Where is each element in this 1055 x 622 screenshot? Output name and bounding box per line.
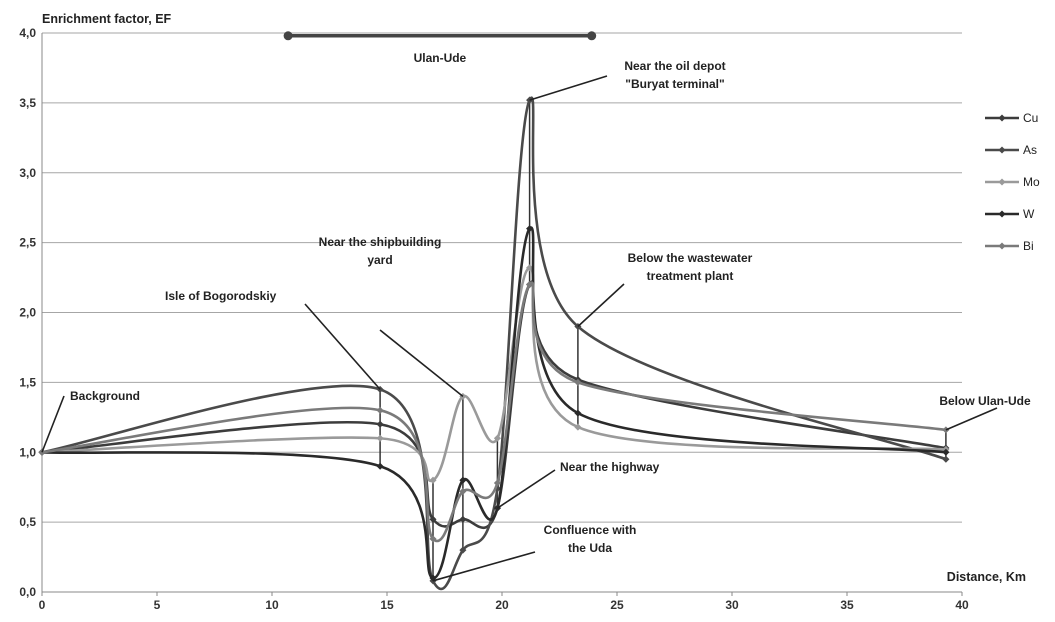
y-tick-label: 3,0 <box>19 166 36 180</box>
data-point-mo <box>574 423 582 431</box>
data-point-bi <box>459 487 467 495</box>
x-tick-label: 25 <box>610 598 624 612</box>
city-range-end <box>587 31 597 41</box>
data-point-w <box>942 448 950 456</box>
callout-line-text: treatment plant <box>647 269 734 283</box>
callout-line-text: Near the highway <box>560 460 660 474</box>
callout-line-below <box>945 407 998 431</box>
y-tick-label: 0,5 <box>19 515 36 529</box>
data-point-bi <box>493 479 501 487</box>
series-line-bi <box>41 281 947 543</box>
callout-line-text: Near the oil depot <box>624 59 725 73</box>
y-axis-title: Enrichment factor, EF <box>42 12 172 26</box>
data-point-mo <box>429 476 437 484</box>
grid-lines <box>42 32 962 593</box>
data-point-mo <box>493 434 501 442</box>
series-line-w <box>41 226 947 580</box>
x-tick-label: 20 <box>495 598 509 612</box>
legend-label-as: As <box>1023 143 1037 157</box>
callout-line-text: the Uda <box>568 541 612 555</box>
data-point-as <box>459 546 467 554</box>
callout-line-text: Near the shipbuilding <box>319 235 442 249</box>
y-tick-label: 3,5 <box>19 96 36 110</box>
data-point-bi <box>526 281 534 289</box>
callout-label-confluence: Confluence with the Uda <box>544 523 637 555</box>
series-lines <box>38 96 950 591</box>
x-tick-label: 30 <box>725 598 739 612</box>
y-tick-label: 1,0 <box>19 445 36 459</box>
legend-label-mo: Mo <box>1023 175 1040 189</box>
legend-marker-cu <box>998 114 1006 122</box>
callout-line-text: yard <box>367 253 392 267</box>
x-tick-label: 15 <box>380 598 394 612</box>
callout-label-oildepot: Near the oil depot "Buryat terminal" <box>624 59 725 91</box>
callout-label-shipyard: Near the shipbuilding yard <box>319 235 442 267</box>
data-point-w <box>574 409 582 417</box>
callout-line-text: Below Ulan-Ude <box>939 394 1031 408</box>
legend-marker-w <box>998 210 1006 218</box>
legend-marker-as <box>998 146 1006 154</box>
data-point-mo <box>376 434 384 442</box>
data-point-cu <box>376 420 384 428</box>
x-tick-label: 10 <box>265 598 279 612</box>
series-line-mo <box>41 266 946 483</box>
callout-label-wastewater: Below the wastewater treatment plant <box>628 251 753 283</box>
callout-line-background <box>41 395 65 453</box>
data-point-bi <box>376 406 384 414</box>
callout-line-text: Confluence with <box>544 523 637 537</box>
data-point-cu <box>429 515 437 523</box>
callout-line-text: Isle of Bogorodskiy <box>165 289 277 303</box>
data-point-bi <box>429 535 437 543</box>
data-point-mo <box>526 264 534 272</box>
y-tick-label: 1,5 <box>19 375 36 389</box>
data-point-w <box>376 462 384 470</box>
callout-label-background: Background <box>70 389 140 403</box>
callout-label-isle: Isle of Bogorodskiy <box>165 289 277 303</box>
y-tick-label: 2,0 <box>19 306 36 320</box>
legend-label-w: W <box>1023 207 1035 221</box>
callout-line-highway <box>496 469 556 509</box>
data-point-w <box>526 225 534 233</box>
axes: 0,0 0,5 1,0 1,5 2,0 2,5 3,0 3,5 4,0 0 5 10 15 20 25 30 3… <box>19 26 969 612</box>
x-tick-label: 35 <box>840 598 854 612</box>
data-point-as <box>942 455 950 463</box>
city-range: Ulan-Ude <box>283 31 597 65</box>
x-axis-title: Distance, Km <box>947 570 1026 584</box>
data-point-cu <box>459 515 467 523</box>
legend-label-bi: Bi <box>1023 239 1034 253</box>
y-tick-label: 0,0 <box>19 585 36 599</box>
callout-line-isle <box>304 303 381 390</box>
callout-label-highway: Near the highway <box>560 460 660 474</box>
y-tick-label: 2,5 <box>19 236 36 250</box>
annotations: Background Isle of Bogorodskiy Near the sh… <box>41 59 1031 582</box>
data-point-w <box>459 476 467 484</box>
callout-line-shipyard <box>379 329 464 397</box>
y-tick-label: 4,0 <box>19 26 36 40</box>
legend: Cu As Mo W Bi <box>985 111 1040 253</box>
legend-label-cu: Cu <box>1023 111 1038 125</box>
callout-label-below: Below Ulan-Ude <box>939 394 1031 408</box>
legend-marker-mo <box>998 178 1006 186</box>
city-range-start <box>283 31 293 41</box>
callout-line-text: "Buryat terminal" <box>625 77 724 91</box>
legend-marker-bi <box>998 242 1006 250</box>
callout-line-wastewater <box>577 283 625 328</box>
callout-line-oildepot <box>529 75 608 101</box>
callout-line-text: Below the wastewater <box>628 251 753 265</box>
x-tick-label: 0 <box>39 598 46 612</box>
x-tick-label: 5 <box>154 598 161 612</box>
callout-line-confluence <box>432 551 536 582</box>
data-point-bi <box>574 378 582 386</box>
callout-line-text: Background <box>70 389 140 403</box>
city-range-label: Ulan-Ude <box>414 51 467 65</box>
x-tick-label: 40 <box>955 598 969 612</box>
